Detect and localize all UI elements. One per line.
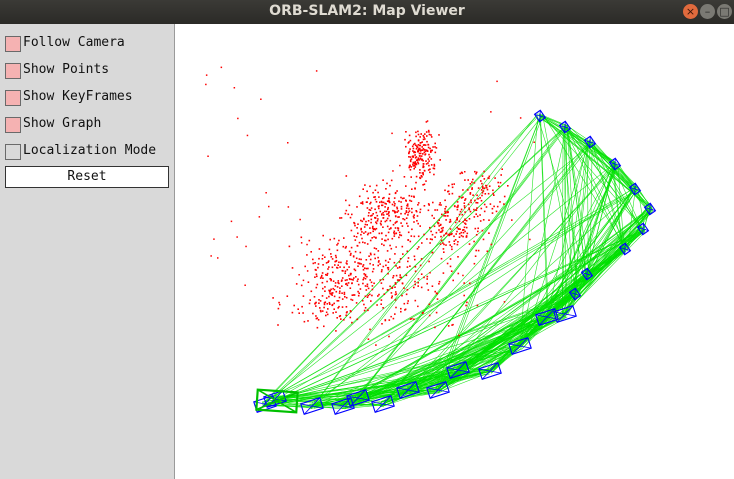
localization-mode-checkbox[interactable] (5, 144, 21, 160)
map-3d-view[interactable] (175, 24, 734, 479)
close-window-button[interactable]: × (683, 4, 698, 19)
minimize-window-button[interactable]: – (700, 4, 715, 19)
show-graph-checkbox[interactable] (5, 117, 21, 133)
show-keyframes-checkbox[interactable] (5, 90, 21, 106)
map-viewer-canvas[interactable] (175, 24, 734, 479)
show-graph-label: Show Graph (23, 116, 102, 131)
window-title: ORB-SLAM2: Map Viewer (269, 3, 465, 19)
keyframes (253, 109, 657, 416)
map-points (205, 66, 535, 346)
follow-camera-checkbox[interactable] (5, 36, 21, 52)
follow-camera-label: Follow Camera (23, 35, 125, 50)
current-camera (255, 388, 299, 414)
localization-mode-label: Localization Mode (23, 143, 157, 158)
show-keyframes-label: Show KeyFrames (23, 89, 133, 104)
control-panel: Follow Camera Show Points Show KeyFrames… (0, 24, 175, 479)
title-bar: ORB-SLAM2: Map Viewer × – □ (0, 0, 734, 24)
covisibility-graph (262, 113, 654, 410)
maximize-window-button[interactable]: □ (717, 4, 732, 19)
show-points-checkbox[interactable] (5, 63, 21, 79)
reset-button[interactable]: Reset (5, 166, 169, 188)
show-points-label: Show Points (23, 62, 110, 77)
